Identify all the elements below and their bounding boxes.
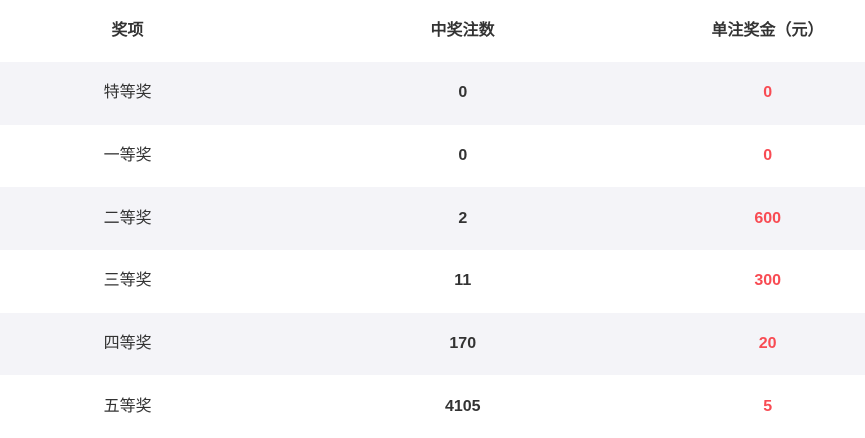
prize-table-body: 特等奖 0 0 一等奖 0 0 二等奖 2 600 三等奖 11 300 四等奖: [0, 62, 865, 438]
table-row: 三等奖 11 300: [0, 249, 865, 313]
prize-amount: 600: [754, 209, 782, 227]
column-header-prize: 奖项: [111, 22, 144, 39]
winning-count: 170: [449, 334, 477, 352]
winning-count: 2: [458, 209, 468, 227]
column-header-amount: 单注奖金（元）: [711, 22, 824, 39]
prize-amount: 0: [763, 84, 773, 102]
prize-tier-label: 二等奖: [103, 209, 152, 227]
table-row: 特等奖 0 0: [0, 62, 865, 125]
winning-count: 0: [458, 146, 468, 164]
winning-count: 0: [458, 84, 468, 102]
prize-tier-label: 四等奖: [103, 334, 152, 352]
prize-amount: 300: [754, 272, 782, 290]
prize-amount: 20: [758, 334, 777, 352]
winning-count: 11: [454, 272, 472, 290]
prize-tier-label: 一等奖: [103, 146, 152, 164]
prize-tier-label: 三等奖: [103, 272, 152, 290]
table-row: 五等奖 4105 5: [0, 375, 865, 438]
column-header-count: 中奖注数: [430, 22, 495, 39]
prize-amount: 0: [763, 146, 773, 164]
prize-amount: 5: [763, 397, 773, 415]
prize-tier-label: 五等奖: [103, 397, 152, 415]
header-row: 奖项 中奖注数 单注奖金（元）: [0, 0, 865, 62]
prize-table-header: 奖项 中奖注数 单注奖金（元）: [0, 0, 865, 62]
table-row: 二等奖 2 600: [0, 187, 865, 250]
winning-count: 4105: [444, 397, 481, 415]
prize-tier-label: 特等奖: [103, 84, 152, 102]
table-row: 四等奖 170 20: [0, 312, 865, 376]
table-row: 一等奖 0 0: [0, 124, 865, 188]
